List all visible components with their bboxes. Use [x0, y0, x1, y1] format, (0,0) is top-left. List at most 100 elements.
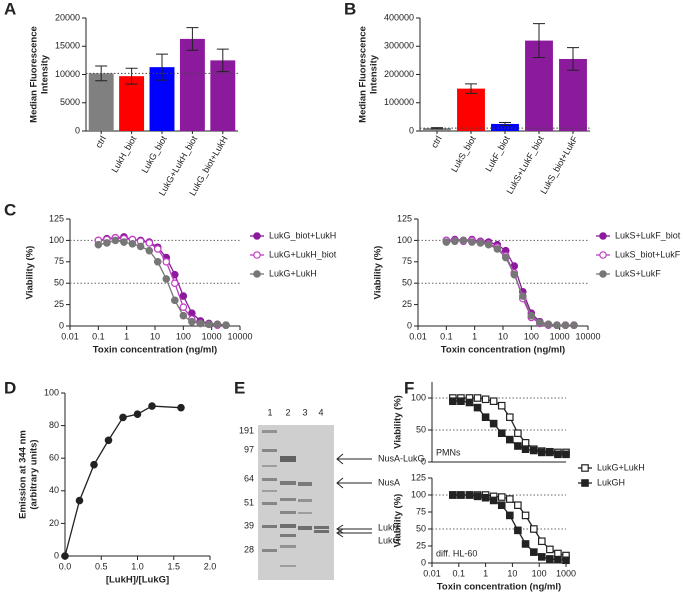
panel-letter: F — [404, 378, 414, 397]
marker-label: 97 — [244, 444, 254, 454]
x-tick-label: 0.01 — [423, 568, 441, 578]
marker — [554, 549, 562, 558]
marker — [514, 429, 522, 438]
error-bar — [567, 47, 579, 71]
marker — [493, 245, 502, 253]
marker — [562, 556, 570, 565]
bar — [423, 128, 451, 131]
y-axis-label: Viability (%) — [393, 494, 404, 548]
y-tick-label: 125 — [397, 213, 412, 223]
marker — [562, 450, 570, 459]
x-tick-label: 0.01 — [61, 331, 79, 341]
error-bar — [125, 67, 138, 85]
marker — [553, 321, 561, 329]
marker — [476, 239, 485, 247]
marker — [546, 555, 554, 563]
y-tick-label: 25 — [54, 299, 64, 309]
marker — [162, 257, 171, 266]
x-tick-label: 1.0 — [131, 561, 144, 571]
marker — [554, 555, 562, 564]
x-tick-label: LukS_biot — [449, 134, 478, 174]
marker — [546, 545, 554, 554]
bar — [119, 76, 145, 131]
legend-label: LukG_biot+LukH — [269, 230, 336, 240]
legend-label: LukS+LukF_biot — [615, 230, 681, 240]
marker — [544, 320, 553, 329]
series-line — [452, 400, 566, 455]
marker — [111, 236, 120, 245]
y-tick-label: 400000 — [384, 12, 414, 22]
y-tick-label: 100 — [411, 392, 426, 402]
x-tick-label: 10000 — [227, 331, 252, 341]
marker-label: 64 — [244, 473, 254, 483]
marker — [530, 525, 538, 533]
lane-label: 3 — [302, 407, 307, 417]
y-tick-label: 20000 — [55, 12, 80, 22]
marker — [519, 292, 527, 300]
legend-label: LukG+LukH — [269, 268, 317, 278]
y-axis-label: Median Fluorescence — [358, 26, 369, 123]
marker — [537, 553, 546, 561]
marker — [501, 253, 510, 262]
y-tick-label: 100 — [411, 489, 426, 499]
y-tick-label: 100 — [397, 235, 412, 245]
marker — [94, 240, 103, 249]
x-tick-label: 0.1 — [440, 331, 453, 341]
x-tick-label: 0.5 — [95, 561, 108, 571]
marker — [465, 491, 474, 499]
series-line — [64, 405, 182, 557]
marker — [506, 495, 514, 503]
marker — [442, 238, 451, 246]
x-tick-label: 10 — [507, 568, 517, 578]
marker — [537, 448, 546, 457]
x-axis-label: Toxin concentration (ng/ml) — [441, 345, 565, 356]
y-tick-label: 20 — [49, 518, 59, 528]
y-tick-label: 25 — [402, 299, 412, 309]
panel-letter: E — [234, 378, 245, 397]
y-tick-label: 200000 — [384, 69, 414, 79]
y-tick-label: 100000 — [384, 97, 414, 107]
x-tick-label: 100 — [532, 568, 547, 578]
marker — [75, 496, 84, 505]
x-tick-label: 100 — [176, 331, 191, 341]
marker — [136, 242, 145, 251]
y-axis-label: Viability (%) — [373, 246, 384, 300]
annotation: PMNs — [436, 447, 461, 457]
marker — [451, 237, 459, 246]
marker — [510, 270, 519, 279]
lane-label: 4 — [318, 407, 323, 417]
marker — [162, 275, 171, 283]
marker — [177, 403, 185, 412]
marker — [128, 240, 137, 248]
marker — [133, 410, 142, 418]
x-tick-label: ctrl — [93, 134, 108, 149]
y-axis-label: Viability (%) — [25, 246, 36, 300]
x-tick-label: 1000 — [550, 331, 570, 341]
marker — [506, 435, 514, 444]
marker — [497, 429, 506, 438]
legend-marker — [599, 232, 607, 240]
lane-label: 2 — [285, 407, 290, 417]
marker — [153, 245, 162, 253]
marker — [104, 436, 113, 445]
y-tick-label: 0 — [59, 320, 64, 330]
y-axis-label: Median Fluorescence — [29, 26, 40, 123]
y-tick-label: 50 — [54, 278, 64, 288]
marker — [530, 548, 538, 556]
y-axis-label: Intensity — [40, 54, 51, 94]
marker — [521, 540, 530, 548]
error-bar — [465, 83, 477, 94]
x-tick-label: 10 — [150, 331, 160, 341]
marker-label: 51 — [244, 497, 254, 507]
y-tick-label: 50 — [402, 278, 412, 288]
legend-label: LukS_biot+LukF — [615, 249, 681, 259]
marker — [514, 442, 522, 450]
y-axis-label: Viability (%) — [393, 395, 404, 449]
marker — [61, 552, 69, 560]
marker — [530, 446, 538, 455]
y-tick-label: 40 — [49, 485, 59, 495]
legend-marker — [253, 270, 261, 278]
marker — [521, 445, 530, 454]
bar — [88, 73, 114, 131]
